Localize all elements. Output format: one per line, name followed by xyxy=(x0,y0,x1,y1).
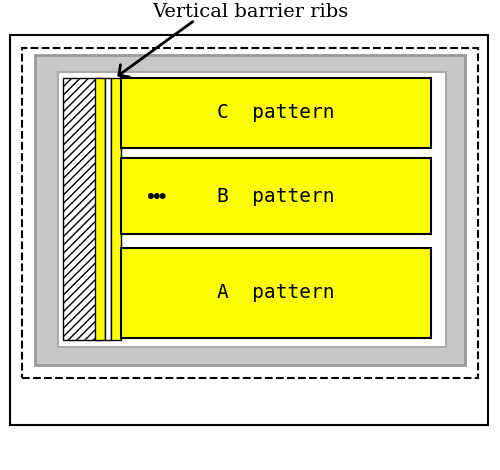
Bar xyxy=(35,55,465,365)
Bar xyxy=(105,78,111,340)
Bar xyxy=(111,78,121,340)
Text: ●●●: ●●● xyxy=(148,191,166,201)
Bar xyxy=(121,158,431,234)
Bar xyxy=(58,72,446,347)
Bar xyxy=(95,78,105,340)
Text: B  pattern: B pattern xyxy=(217,187,335,205)
Text: A  pattern: A pattern xyxy=(217,283,335,303)
Text: C  pattern: C pattern xyxy=(217,103,335,123)
Bar xyxy=(121,78,431,148)
Bar xyxy=(10,35,488,425)
Bar xyxy=(121,248,431,338)
Bar xyxy=(22,48,478,378)
Bar xyxy=(63,78,101,340)
Text: Vertical barrier ribs: Vertical barrier ribs xyxy=(152,3,348,21)
